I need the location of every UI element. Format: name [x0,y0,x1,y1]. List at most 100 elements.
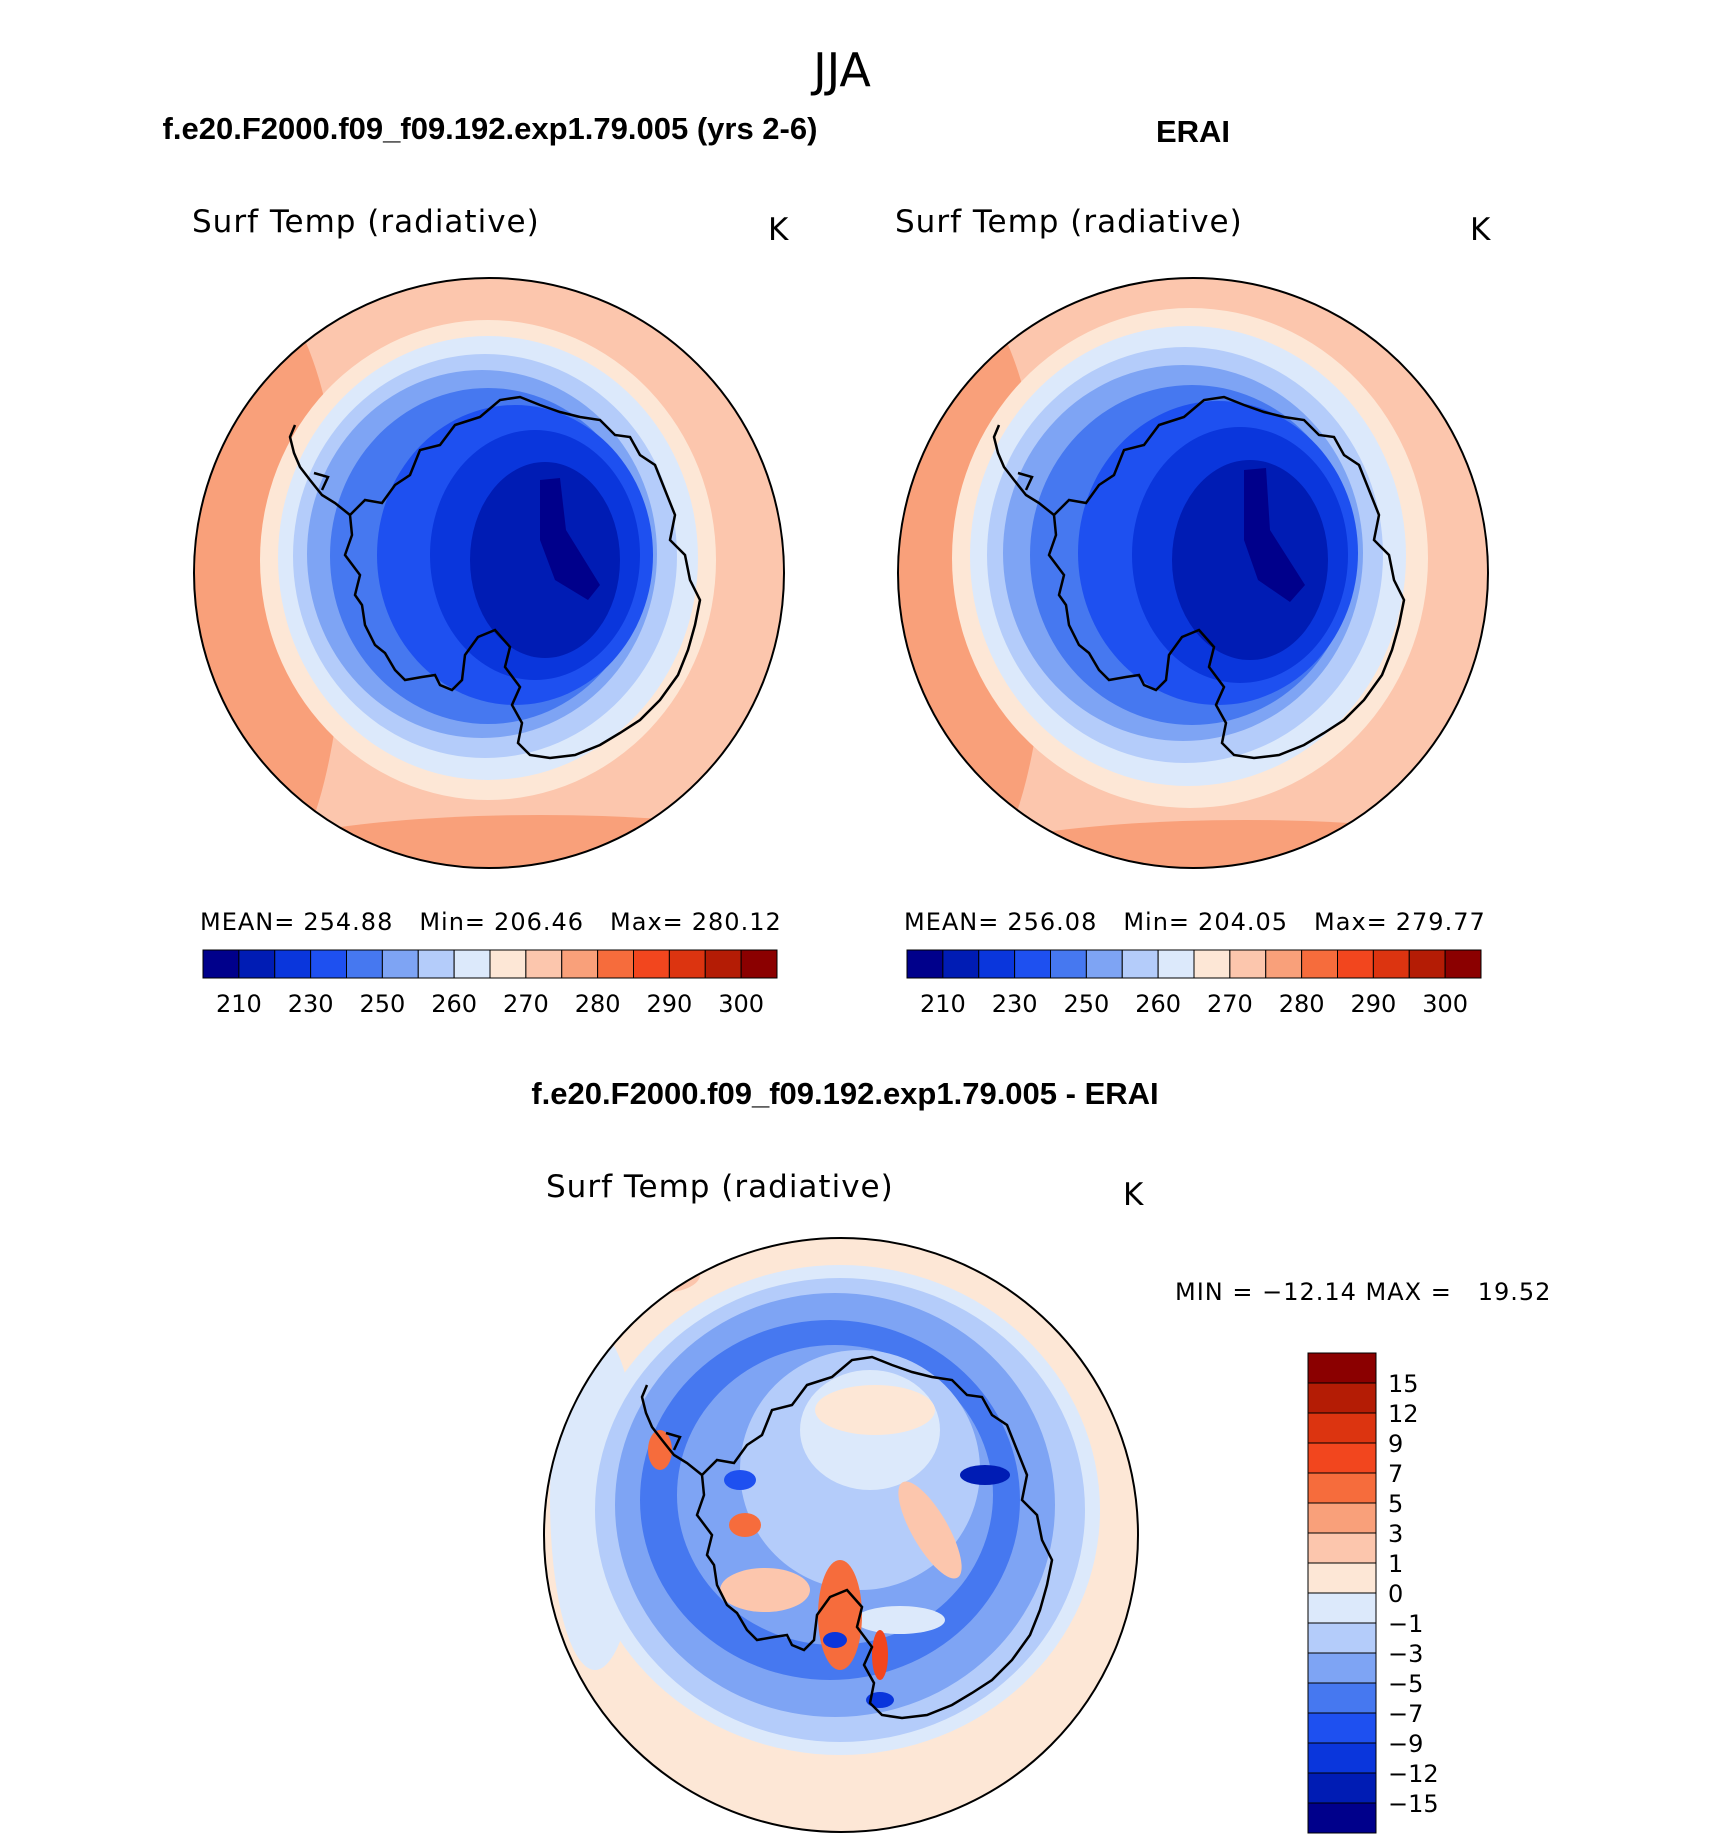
units-label-obs: K [1470,212,1491,248]
colorbar-swatch [489,949,527,979]
polar-map-model [194,278,784,868]
colorbar-swatch [1157,949,1195,979]
colorbar-tick-label: 5 [1388,1490,1403,1518]
colorbar-swatch [1444,949,1482,979]
colorbar-swatch [978,949,1016,979]
panel-title-obs: ERAI [1156,114,1230,149]
colorbar-tick-label: 12 [1388,1400,1419,1428]
colorbar-swatch [1307,1592,1377,1624]
colorbar-swatch [453,949,491,979]
colorbar-tick-label: 3 [1388,1520,1403,1548]
stats-diff: MIN = −12.14 MAX = 19.52 [1175,1278,1551,1306]
colorbar-swatch [1307,1742,1377,1774]
colorbar-swatch [1307,1652,1377,1684]
colorbar-swatch [310,949,347,979]
colorbar-tick-label: −7 [1388,1700,1423,1728]
colorbar-swatch [1014,949,1051,979]
variable-label-obs: Surf Temp (radiative) [895,204,1243,240]
colorbar-swatch [1307,1352,1377,1384]
map-border-diff [543,1237,1139,1833]
colorbar-tick-label: 250 [359,990,405,1018]
colorbar-swatch [238,949,276,979]
colorbar-tick-label: 9 [1388,1430,1403,1458]
colorbar-tick-label: 0 [1388,1580,1403,1608]
colorbar-swatch [1307,1772,1377,1804]
colorbar-swatch [740,949,778,979]
colorbar-swatch [1193,949,1231,979]
variable-label-diff: Surf Temp (radiative) [546,1169,894,1205]
colorbar-model [202,949,778,979]
stats-obs: MEAN= 256.08 Min= 204.05 Max= 279.77 [904,908,1486,936]
panel-obs: ERAI Surf Temp (radiative) K MEAN= 256.08… [895,114,1491,1018]
colorbar-obs [906,949,1482,979]
colorbar-swatch [942,949,980,979]
map-border-model [193,277,785,869]
colorbar-swatch [1307,1562,1377,1594]
colorbar-tick-label: 250 [1063,990,1109,1018]
super-title: JJA [810,43,871,97]
colorbar-tick-label: −5 [1388,1670,1423,1698]
colorbar-swatch [1307,1442,1377,1474]
colorbar-tick-label: 290 [1350,990,1396,1018]
colorbar-swatch [906,949,944,979]
colorbar-swatch [381,949,419,979]
colorbar-swatch [597,949,634,979]
colorbar-swatch [202,949,240,979]
colorbar-swatch [1408,949,1446,979]
colorbar-tick-label: 300 [1422,990,1468,1018]
colorbar-swatch [704,949,742,979]
units-label-model: K [768,212,789,248]
colorbar-swatch [1307,1712,1377,1744]
colorbar-tick-label: 260 [431,990,477,1018]
variable-label-model: Surf Temp (radiative) [192,204,540,240]
colorbar-tick-label: 300 [718,990,764,1018]
colorbar-swatch [274,949,312,979]
colorbar-ticks-model: 210 230 250 260 270 280 290 300 [216,990,764,1018]
colorbar-tick-label: 270 [1207,990,1253,1018]
panel-model: f.e20.F2000.f09_f09.192.exp1.79.005 (yrs… [163,111,818,1018]
stats-model: MEAN= 254.88 Min= 206.46 Max= 280.12 [200,908,782,936]
colorbar-swatch [1307,1412,1377,1444]
colorbar-tick-label: 270 [503,990,549,1018]
panel-diff: f.e20.F2000.f09_f09.192.exp1.79.005 - ER… [531,1076,1551,1834]
colorbar-swatch [1307,1532,1377,1564]
colorbar-tick-label: 15 [1388,1370,1419,1398]
colorbar-swatch [417,949,455,979]
panel-title-diff: f.e20.F2000.f09_f09.192.exp1.79.005 - ER… [531,1076,1158,1111]
colorbar-tick-label: −9 [1388,1730,1423,1758]
colorbar-swatch [668,949,706,979]
colorbar-swatch [1085,949,1123,979]
colorbar-swatch [1301,949,1338,979]
colorbar-tick-label: 290 [646,990,692,1018]
colorbar-tick-label: −1 [1388,1610,1423,1638]
colorbar-tick-label: 210 [920,990,966,1018]
colorbar-tick-label: 7 [1388,1460,1403,1488]
colorbar-swatch [525,949,563,979]
colorbar-tick-label: −12 [1388,1760,1439,1788]
colorbar-swatch [1229,949,1267,979]
colorbar-ticks-obs: 210 230 250 260 270 280 290 300 [920,990,1468,1018]
colorbar-swatch [1307,1472,1377,1504]
colorbar-swatch [561,949,599,979]
colorbar-swatch [1050,949,1087,979]
colorbar-tick-label: −3 [1388,1640,1423,1668]
colorbar-swatch [1337,949,1374,979]
polar-map-obs [898,278,1488,868]
colorbar-tick-label: 1 [1388,1550,1403,1578]
colorbar-tick-label: 230 [288,990,334,1018]
colorbar-swatch [1265,949,1303,979]
polar-map-diff [544,1238,1138,1832]
colorbar-swatch [1307,1382,1377,1414]
colorbar-tick-label: −15 [1388,1790,1439,1818]
colorbar-swatch [1372,949,1410,979]
colorbar-tick-label: 280 [1279,990,1325,1018]
colorbar-swatch [1307,1682,1377,1714]
colorbar-swatch [346,949,383,979]
colorbar-tick-label: 280 [575,990,621,1018]
colorbar-swatch [1307,1802,1377,1834]
colorbar-tick-label: 230 [992,990,1038,1018]
colorbar-swatch [1121,949,1159,979]
colorbar-swatch [1307,1622,1377,1654]
